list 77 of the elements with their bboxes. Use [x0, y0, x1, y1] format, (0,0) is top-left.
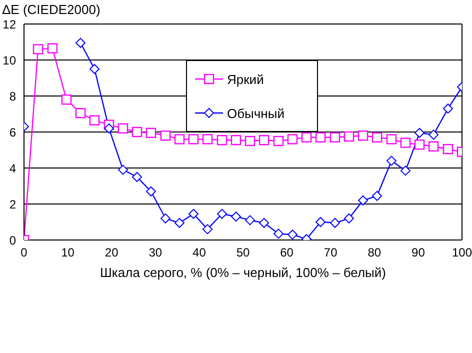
point [316, 217, 326, 227]
x-axis-title: Шкала серого, % (0% – черный, 100% – белый) [100, 265, 386, 280]
point [216, 135, 228, 146]
point [273, 136, 284, 146]
legend-label: Обычный [227, 106, 284, 120]
point [61, 94, 72, 105]
point [146, 128, 156, 138]
y-tick-label: 6 [9, 125, 16, 140]
point [400, 138, 411, 148]
point [400, 166, 410, 176]
point [188, 134, 199, 144]
point [372, 132, 382, 142]
x-tick-label: 0 [20, 246, 28, 260]
y-axis-title: ΔE (CIEDE2000) [2, 2, 100, 17]
point [358, 130, 368, 141]
point [428, 141, 439, 152]
point [174, 134, 185, 144]
point [174, 218, 184, 228]
point [47, 43, 58, 54]
point [287, 230, 298, 240]
point [230, 135, 242, 146]
x-tick-label: 80 [368, 246, 382, 260]
y-tick-label: 8 [9, 89, 16, 104]
point [301, 132, 312, 142]
x-tick-label: 100 [452, 246, 472, 260]
x-tick-label: 30 [148, 246, 162, 260]
point [230, 212, 241, 222]
point [118, 164, 128, 175]
point [160, 213, 170, 224]
legend-label: Яркий [227, 72, 264, 86]
point [32, 44, 44, 54]
point [428, 130, 439, 140]
x-tick-label: 40 [192, 246, 206, 260]
point [287, 134, 298, 144]
point [358, 195, 368, 206]
point [132, 126, 142, 138]
point [315, 132, 326, 142]
point [344, 131, 354, 142]
x-tick-label: 50 [236, 246, 250, 260]
y-tick-label: 4 [9, 161, 16, 176]
point [442, 144, 454, 154]
point [202, 134, 213, 144]
x-tick-label: 20 [104, 246, 119, 260]
point [75, 108, 86, 118]
y-tick-label: 10 [2, 53, 16, 68]
point [372, 190, 382, 201]
x-tick-label: 70 [324, 246, 338, 260]
point [273, 228, 284, 239]
point [76, 38, 86, 48]
point [244, 136, 256, 146]
x-tick-label: 60 [280, 246, 294, 260]
point [386, 156, 396, 166]
point [202, 224, 213, 234]
point [386, 134, 397, 144]
point [90, 64, 100, 74]
point [216, 208, 227, 219]
x-tick-label: 90 [412, 246, 426, 260]
y-tick-label: 0 [9, 233, 16, 248]
point [188, 208, 199, 219]
x-tick-label: 10 [61, 246, 75, 260]
point [259, 218, 270, 228]
point [132, 172, 142, 182]
point [146, 186, 156, 196]
point [160, 130, 171, 141]
point [258, 135, 270, 146]
point [89, 115, 100, 126]
point [442, 104, 453, 114]
point [330, 132, 340, 142]
y-tick-label: 12 [2, 17, 16, 32]
point [118, 123, 128, 134]
point [344, 213, 354, 224]
point [414, 128, 425, 138]
point [330, 218, 340, 228]
point [414, 140, 425, 150]
point [245, 215, 256, 226]
y-tick-label: 2 [9, 197, 16, 212]
point [104, 123, 114, 134]
